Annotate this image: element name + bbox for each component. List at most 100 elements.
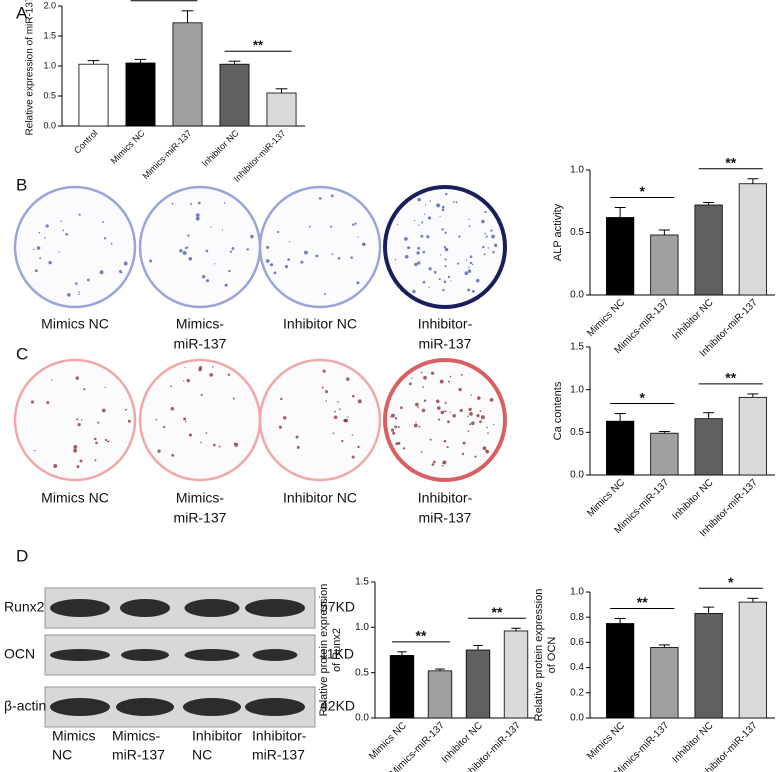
stain-dot xyxy=(461,452,465,456)
stain-dot xyxy=(403,236,408,241)
stain-dot xyxy=(83,388,86,391)
stain-dot xyxy=(197,201,201,205)
dish-label: Mimics- xyxy=(176,316,225,332)
blot-band xyxy=(116,698,174,716)
stain-dot xyxy=(51,379,53,381)
bar xyxy=(389,655,415,719)
stain-dot xyxy=(350,256,353,259)
stain-dot xyxy=(188,433,193,437)
stain-dot xyxy=(205,432,208,434)
stain-dot xyxy=(439,254,442,256)
significance-label: * xyxy=(640,389,646,405)
x-tick-label: Mimics-miR-137 xyxy=(141,128,194,181)
stain-dot xyxy=(200,393,203,397)
y-tick-label: 1.5 xyxy=(570,342,584,353)
stain-dot xyxy=(48,260,52,265)
stain-dot xyxy=(34,269,38,273)
bar xyxy=(219,63,250,127)
y-tick-label: 1.0 xyxy=(570,587,584,598)
stain-dot xyxy=(229,250,233,253)
stain-dot xyxy=(45,224,49,228)
x-tick-label: Mimics NC xyxy=(109,128,147,166)
stain-dot xyxy=(295,435,299,439)
stain-dot xyxy=(484,232,487,235)
blot-band xyxy=(50,698,110,716)
stain-dot xyxy=(432,460,436,464)
stain-dot xyxy=(357,236,359,238)
stain-dot xyxy=(282,416,287,420)
stain-dot xyxy=(469,412,473,416)
stain-dot xyxy=(487,432,489,435)
stain-dot xyxy=(103,237,107,240)
stain-dot xyxy=(442,460,447,465)
bar xyxy=(172,22,203,127)
y-tick-label: 1.0 xyxy=(570,384,584,395)
stain-dot xyxy=(469,255,473,259)
stain-dot xyxy=(423,399,427,402)
y-tick-label: 0.4 xyxy=(570,662,584,673)
stain-dot xyxy=(185,246,188,250)
stain-dot xyxy=(337,400,339,403)
stain-dot xyxy=(273,271,277,275)
y-tick-label: 1.0 xyxy=(355,622,369,633)
x-tick-label: Inhibitor NC xyxy=(670,720,715,765)
stain-dot xyxy=(120,271,123,274)
x-tick-label: Inhibitor NC xyxy=(670,477,715,522)
blot-band xyxy=(121,649,169,661)
stain-dot xyxy=(455,201,458,204)
stain-dot xyxy=(470,394,472,396)
stain-dot xyxy=(321,386,324,389)
dish-label: Inhibitor- xyxy=(418,316,473,332)
stain-dot xyxy=(182,380,185,382)
blot-band xyxy=(184,649,240,661)
dish-label: miR-137 xyxy=(174,510,227,526)
stain-dot xyxy=(36,246,41,250)
bar xyxy=(694,204,723,296)
stain-dot xyxy=(443,246,447,249)
stain-dot xyxy=(300,260,304,264)
stain-dot xyxy=(123,261,128,266)
stain-dot xyxy=(423,375,427,380)
stain-dot xyxy=(450,280,452,282)
y-tick-label: 2.0 xyxy=(43,0,56,10)
stain-dot xyxy=(394,417,398,420)
stain-dot xyxy=(205,279,210,283)
blot-band xyxy=(120,599,170,617)
stain-dot xyxy=(441,208,445,212)
lane-label: Inhibitor- xyxy=(252,728,307,744)
stain-dot xyxy=(184,367,186,369)
lane-label: NC xyxy=(52,747,72,763)
blot-band xyxy=(50,599,110,617)
stain-dot xyxy=(232,397,235,400)
stain-dot xyxy=(428,286,430,288)
y-axis-label: Relative expression of miR-137 xyxy=(25,0,36,135)
dish xyxy=(258,185,382,309)
dish-label: miR-137 xyxy=(419,510,472,526)
stain-dot xyxy=(418,224,420,226)
y-tick-label: 0.0 xyxy=(570,290,584,301)
significance-label: * xyxy=(728,574,734,590)
stain-dot xyxy=(97,421,100,424)
stain-dot xyxy=(189,202,192,205)
stain-dot xyxy=(60,220,63,223)
stain-dot xyxy=(218,445,221,448)
y-tick-label: 0.5 xyxy=(570,227,584,238)
stain-dot xyxy=(479,420,482,424)
stain-dot xyxy=(344,418,349,423)
stain-dot xyxy=(485,235,488,238)
stain-dot xyxy=(200,441,202,444)
blot-band xyxy=(245,698,305,716)
stain-dot xyxy=(484,210,487,214)
stain-dot xyxy=(418,425,421,428)
x-tick-label: Control xyxy=(72,128,100,156)
stain-dot xyxy=(436,406,441,410)
stain-dot xyxy=(246,248,249,251)
y-axis-label: of OCN xyxy=(546,637,558,674)
stain-dot xyxy=(493,424,495,426)
panel-label: D xyxy=(16,546,28,565)
stain-dot xyxy=(414,262,418,267)
stain-dot xyxy=(469,261,473,265)
stain-dot xyxy=(486,426,489,429)
stain-dot xyxy=(421,221,424,224)
stain-dot xyxy=(95,441,98,445)
